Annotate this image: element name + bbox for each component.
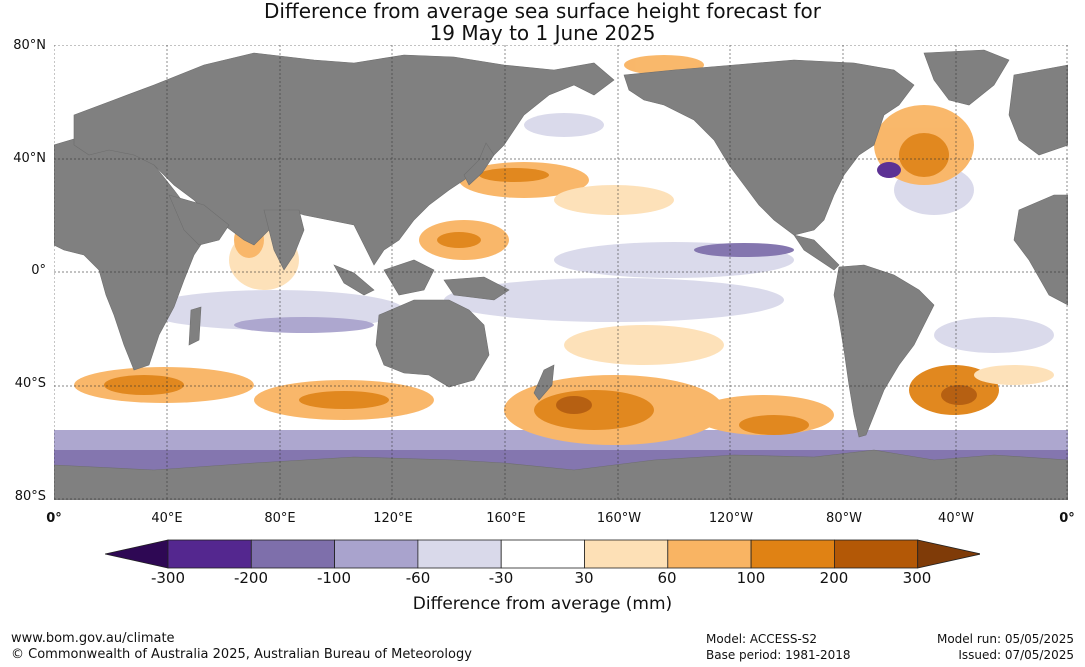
footer-model: Model: ACCESS-S2 [706, 632, 818, 646]
anomaly-patch [877, 162, 901, 178]
lat-label-40n: 40°N [13, 151, 46, 166]
colorbar-tick: 30 [574, 569, 594, 587]
landmass-antarctica [54, 449, 1068, 500]
lat-label-0: 0° [31, 263, 46, 278]
landmass-australia [375, 299, 490, 388]
colorbar-tick: 300 [902, 569, 932, 587]
lon-label-120w: 120°W [708, 511, 754, 526]
landmass-madagascar [188, 306, 202, 346]
lon-label-120e: 120°E [373, 511, 413, 526]
lon-label-160e: 160°E [486, 511, 526, 526]
anomaly-patch [437, 232, 481, 248]
anomaly-patch [941, 385, 977, 405]
anomaly-patch [524, 113, 604, 137]
colorbar-label: Difference from average (mm) [412, 594, 673, 614]
landmass-japan [463, 142, 495, 186]
map-title-line1: Difference from average sea surface heig… [263, 0, 822, 23]
landmass-new-zealand [533, 364, 555, 401]
colorbar-segment [834, 539, 919, 569]
landmass-arabia [168, 194, 230, 246]
landmass-africa [54, 132, 205, 371]
lat-label-80s: 80°S [14, 489, 46, 504]
colorbar-extend-low [105, 539, 169, 569]
anomaly-patch [694, 243, 794, 257]
anomaly-patch [556, 396, 592, 414]
anomaly-patch [934, 317, 1054, 353]
lon-label-40w: 40°W [938, 511, 974, 526]
footer-url: www.bom.gov.au/climate [11, 631, 175, 646]
colorbar [105, 539, 980, 569]
anomaly-patch [739, 415, 809, 435]
sea-surface-height-map [54, 45, 1068, 500]
anomaly-patch [534, 390, 654, 430]
anomaly-patch [104, 375, 184, 395]
lon-label-80w: 80°W [826, 511, 862, 526]
footer-issued: Issued: 07/05/2025 [958, 648, 1074, 662]
colorbar-segment [250, 539, 336, 569]
anomaly-patch [444, 278, 784, 322]
footer-model-run: Model run: 05/05/2025 [936, 632, 1074, 646]
landmass-central-america [793, 234, 840, 271]
lat-label-40s: 40°S [14, 376, 46, 391]
colorbar-segment [584, 539, 669, 569]
anomaly-patch [479, 168, 549, 182]
colorbar-segment [334, 539, 419, 569]
colorbar-segment [750, 539, 835, 569]
colorbar-tick: -100 [316, 569, 352, 587]
footer-copyright: © Commonwealth of Australia 2025, Austra… [11, 647, 472, 662]
anomaly-patch [234, 317, 374, 333]
anomaly-patch [974, 365, 1054, 385]
colorbar-tick: -200 [233, 569, 269, 587]
lon-label-40e: 40°E [151, 511, 183, 526]
colorbar-tick: -300 [150, 569, 186, 587]
colorbar-tick: 200 [819, 569, 849, 587]
colorbar-segment [500, 539, 585, 569]
lon-label-0-west: 0° [46, 511, 62, 526]
colorbar-tick: -30 [488, 569, 514, 587]
colorbar-segment [667, 539, 752, 569]
colorbar-tick: 100 [736, 569, 766, 587]
colorbar-tick: -60 [405, 569, 431, 587]
anomaly-patch [299, 391, 389, 409]
colorbar-segment [167, 539, 252, 569]
landmass-borneo [383, 259, 435, 296]
colorbar-tick: 60 [657, 569, 677, 587]
anomaly-patch [564, 325, 724, 365]
landmass-greenland [923, 49, 1010, 106]
colorbar-extend-high [917, 539, 980, 569]
landmass-new-guinea [443, 276, 510, 301]
landmass-europe-east [1008, 64, 1068, 156]
lon-label-0-east: 0° [1059, 511, 1075, 526]
colorbar-segment [417, 539, 502, 569]
anomaly-patch [554, 185, 674, 215]
anomaly-patch [899, 133, 949, 177]
map-title-line2: 19 May to 1 June 2025 [429, 21, 656, 45]
footer-base-period: Base period: 1981-2018 [706, 648, 851, 662]
landmass-north-america [623, 59, 915, 236]
lon-label-160w: 160°W [596, 511, 642, 526]
landmass-africa-west-bulge [1013, 194, 1068, 306]
graticule [54, 45, 1068, 500]
landmass-india [263, 209, 305, 271]
lon-label-80e: 80°E [264, 511, 296, 526]
lat-label-80n: 80°N [13, 38, 46, 53]
